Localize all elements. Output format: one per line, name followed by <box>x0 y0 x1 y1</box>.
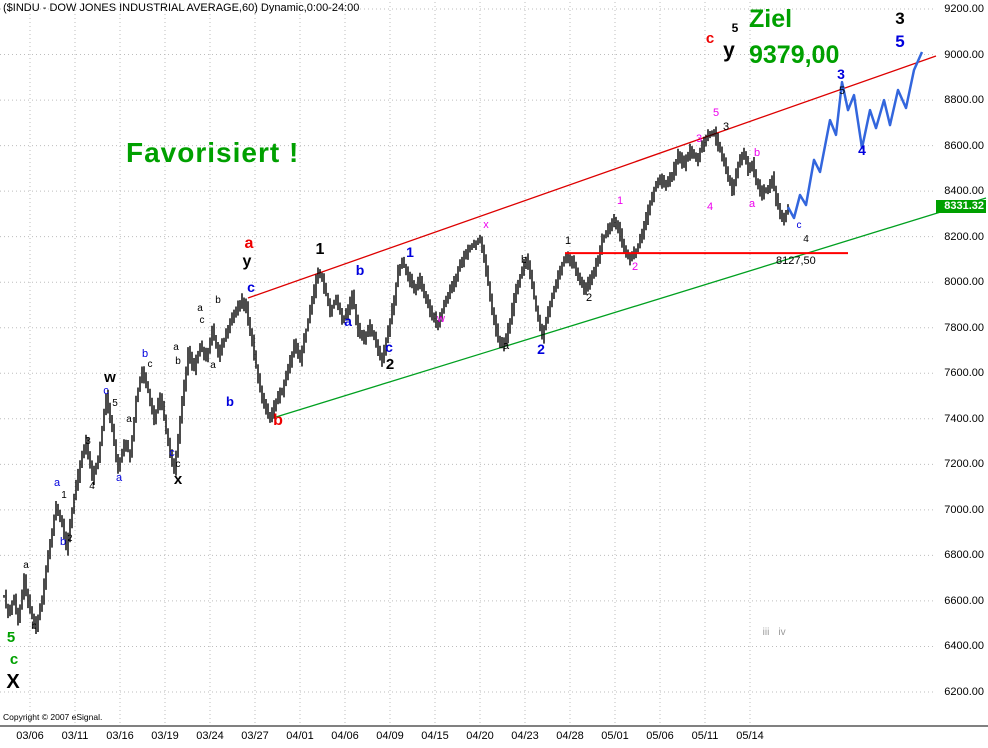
price-tick-label: 8400.00 <box>944 185 984 198</box>
date-tick-label: 04/20 <box>466 730 494 742</box>
chart-title: ($INDU - DOW JONES INDUSTRIAL AVERAGE,60… <box>3 2 360 14</box>
date-tick-label: 04/01 <box>286 730 314 742</box>
headline-favorisiert: Favorisiert ! <box>126 137 300 168</box>
date-tick-label: 04/23 <box>511 730 539 742</box>
price-tick-label: 7000.00 <box>944 503 984 516</box>
date-tick-label: 03/19 <box>151 730 179 742</box>
date-tick-label: 04/28 <box>556 730 584 742</box>
price-tick-label: 8600.00 <box>944 139 984 152</box>
price-tick-label: 7600.00 <box>944 367 984 380</box>
forecast-projection-line <box>786 51 924 220</box>
date-tick-label: 04/06 <box>331 730 359 742</box>
price-tick-label: 8200.00 <box>944 230 984 243</box>
date-tick-label: 03/27 <box>241 730 269 742</box>
price-tick-label: 7400.00 <box>944 412 984 425</box>
price-tick-label: 9000.00 <box>944 48 984 61</box>
price-tick-label: 7200.00 <box>944 458 984 471</box>
date-tick-label: 03/11 <box>61 730 89 742</box>
target-value: 9379,00 <box>749 41 840 69</box>
copyright-notice: Copyright © 2007 eSignal. <box>3 712 103 722</box>
price-tick-label: 8000.00 <box>944 276 984 289</box>
price-tick-label: 8800.00 <box>944 94 984 107</box>
date-tick-label: 03/24 <box>196 730 224 742</box>
date-tick-label: 04/09 <box>376 730 404 742</box>
date-tick-label: 05/01 <box>601 730 629 742</box>
support-trendline <box>275 197 987 418</box>
date-tick-label: 04/15 <box>421 730 449 742</box>
price-tick-label: 6200.00 <box>944 686 984 698</box>
date-tick-label: 05/06 <box>646 730 674 742</box>
date-tick-label: 05/11 <box>691 730 719 742</box>
price-tick-label: 6400.00 <box>944 640 984 653</box>
candlestick-bars <box>3 126 789 634</box>
date-tick-label: 03/16 <box>106 730 134 742</box>
price-tick-label: 7800.00 <box>944 321 984 334</box>
date-tick-label: 05/14 <box>736 730 764 742</box>
support-level-label: 8127,50 <box>776 255 816 267</box>
date-tick-label: 03/06 <box>16 730 44 742</box>
last-price-badge: 8331.32 <box>936 199 986 213</box>
resistance-trendline <box>247 55 937 299</box>
price-tick-label: 9200.00 <box>944 3 984 15</box>
price-tick-label: 6600.00 <box>944 594 984 607</box>
price-tick-label: 6800.00 <box>944 549 984 562</box>
date-axis: 03/06 03/11 03/16 03/19 03/24 03/27 04/01 04/06… <box>0 730 988 746</box>
target-label: Ziel <box>749 5 793 33</box>
price-axis: 9200.00 9000.00 8800.00 8600.00 8400.00 8200.… <box>936 0 986 748</box>
